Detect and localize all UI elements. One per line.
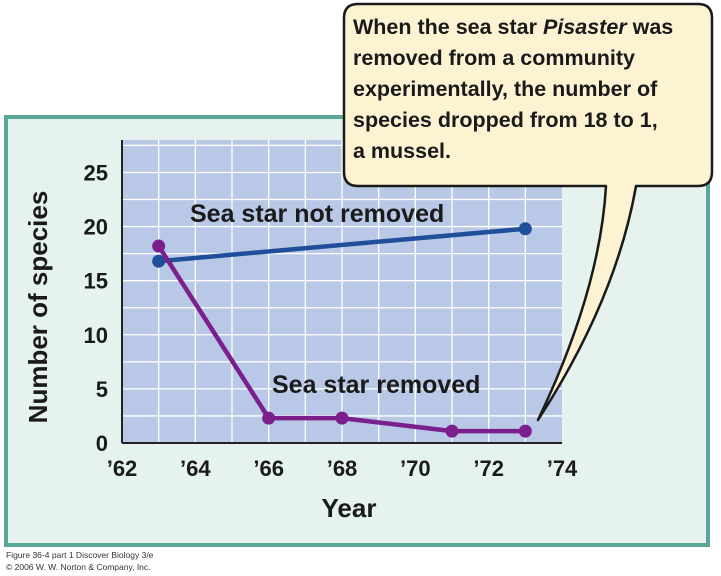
data-point-series-1 — [335, 411, 349, 425]
callout-line-5: a mussel. — [353, 139, 451, 163]
series-line-0 — [156, 226, 528, 264]
y-tick-labels: 0 5 10 15 20 25 — [84, 160, 108, 456]
x-axis-title: Year — [322, 493, 377, 523]
callout-line-2: removed from a community — [353, 46, 635, 70]
callout-italic-genus: Pisaster — [542, 15, 627, 39]
data-point-series-1 — [445, 424, 459, 438]
callout-bubble — [342, 2, 714, 422]
y-tick-label: 15 — [84, 269, 108, 294]
callout-line-1-start: When the sea star — [353, 15, 543, 39]
x-tick-label: ’68 — [327, 456, 358, 481]
y-tick-label: 25 — [84, 160, 108, 185]
series-label-removed: Sea star removed — [272, 371, 480, 399]
callout-line-1-end: was — [626, 15, 674, 39]
x-tick-label: ’72 — [473, 456, 504, 481]
x-tick-label: ’74 — [547, 456, 578, 481]
series-lines — [152, 222, 532, 438]
data-point-series-1 — [152, 239, 166, 253]
data-point-series-0 — [152, 254, 166, 268]
figure-credit: Figure 36-4 part 1 Discover Biology 3/e — [6, 550, 154, 560]
x-tick-label: ’70 — [400, 456, 431, 481]
y-tick-label: 5 — [96, 377, 108, 402]
x-tick-label: ’66 — [253, 456, 284, 481]
grid-lines — [122, 140, 562, 443]
y-tick-label: 20 — [84, 215, 108, 240]
data-point-series-1 — [262, 411, 276, 425]
data-point-series-0 — [518, 222, 532, 236]
x-tick-labels: ’62 ’64 ’66 ’68 ’70 ’72 ’74 — [107, 456, 578, 481]
data-point-series-1 — [518, 424, 532, 438]
y-axis-title: Number of species — [23, 191, 53, 424]
series-label-not-removed: Sea star not removed — [190, 200, 444, 228]
callout-line-1: When the sea star Pisaster was — [353, 12, 713, 43]
y-tick-label: 10 — [84, 323, 108, 348]
axes — [121, 140, 562, 444]
callout-line-4: species dropped from 18 to 1, — [353, 108, 658, 132]
callout-annotation: When the sea star Pisaster was removed f… — [353, 12, 713, 167]
callout-line-3: experimentally, the number of — [353, 77, 658, 101]
y-tick-label: 0 — [96, 431, 108, 456]
x-tick-label: ’64 — [180, 456, 211, 481]
copyright-credit: © 2006 W. W. Norton & Company, Inc. — [6, 562, 151, 572]
x-tick-label: ’62 — [107, 456, 138, 481]
